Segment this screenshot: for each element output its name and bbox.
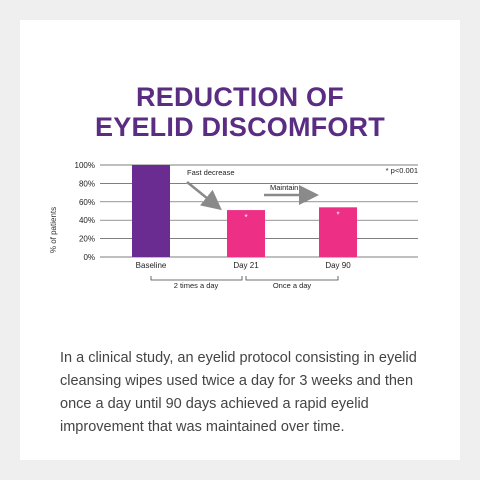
period-bracket-1: [150, 276, 243, 281]
x-axis-labels: Baseline Day 21 Day 90: [136, 261, 352, 270]
y-tick-label: 0%: [83, 253, 95, 262]
x-tick-label: Baseline: [136, 261, 167, 270]
significance-mark: *: [336, 210, 339, 219]
bar-baseline: [132, 165, 170, 257]
fast-decrease-label: Fast decrease: [187, 168, 235, 177]
y-axis: 0% 20% 40% 60% 80% 100%: [75, 161, 95, 262]
y-tick-label: 40%: [79, 216, 95, 225]
description-text: In a clinical study, an eyelid protocol …: [60, 350, 417, 435]
content-card: REDUCTION OF EYELID DISCOMFORT 0% 20% 40% 6…: [20, 20, 460, 460]
y-tick-label: 60%: [79, 198, 95, 207]
bar-day-21: [227, 210, 265, 257]
page-title: REDUCTION OF EYELID DISCOMFORT: [20, 82, 460, 142]
title-line-2: EYELID DISCOMFORT: [95, 112, 385, 142]
y-tick-label: 100%: [75, 161, 95, 170]
x-tick-label: Day 21: [233, 261, 259, 270]
bars: * *: [132, 165, 357, 257]
bar-chart: 0%20%40%60%80%100% % of patients * * Base…: [49, 161, 418, 290]
bar-day-90: [319, 207, 357, 257]
x-tick-label: Day 90: [325, 261, 351, 270]
pvalue-note: * p<0.001: [386, 166, 418, 175]
y-axis-label: % of patients: [49, 207, 58, 253]
title-line-1: REDUCTION OF: [136, 82, 344, 112]
period-bracket-2: [245, 276, 339, 281]
y-tick-label: 80%: [79, 179, 95, 188]
period-label-2: Once a day: [273, 281, 312, 290]
period-label-1: 2 times a day: [174, 281, 219, 290]
significance-mark: *: [244, 213, 247, 222]
y-tick-label: 20%: [79, 235, 95, 244]
fast-decrease-arrow: [186, 181, 222, 211]
maintain-label: Maintain: [270, 183, 298, 192]
